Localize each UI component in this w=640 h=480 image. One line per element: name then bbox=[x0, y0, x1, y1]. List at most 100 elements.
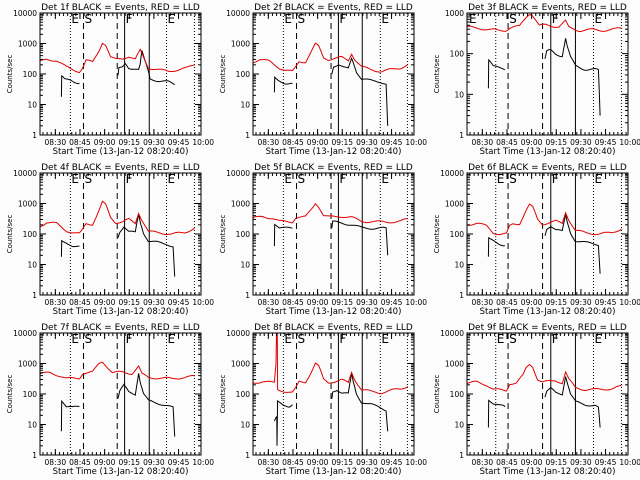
series-group bbox=[253, 42, 408, 126]
marker-label-E: E bbox=[168, 332, 176, 346]
marker-label-E: E bbox=[71, 12, 79, 26]
chart-title: Det 2f BLACK = Events, RED = LLD bbox=[254, 3, 413, 13]
x-tick-label: 09:30 bbox=[570, 138, 592, 147]
x-tick-label: 10:00 bbox=[619, 138, 640, 147]
marker-label-S: S bbox=[85, 332, 93, 346]
y-tick-label: 1000 bbox=[18, 360, 37, 369]
x-tick-label: 08:45 bbox=[496, 138, 518, 147]
y-axis-label: Counts/sec bbox=[6, 215, 14, 254]
x-tick-label: 09:45 bbox=[168, 458, 190, 467]
series-lld-line bbox=[467, 363, 622, 392]
y-tick-label: 1 bbox=[245, 291, 250, 300]
marker-label-F: F bbox=[552, 332, 559, 346]
x-tick-label: 09:15 bbox=[331, 138, 353, 147]
marker-label-E: E bbox=[469, 12, 477, 26]
x-axis-label: Start Time (13-Jan-12 08:20:40) bbox=[53, 307, 189, 317]
y-tick-label: 100 bbox=[236, 230, 251, 239]
x-tick-label: 08:45 bbox=[282, 138, 304, 147]
marker-label-E: E bbox=[168, 12, 176, 26]
series-events-line bbox=[273, 223, 293, 247]
x-tick-label: 09:30 bbox=[570, 298, 592, 307]
y-tick-label: 1 bbox=[32, 451, 37, 460]
marker-label-E: E bbox=[381, 172, 389, 186]
chart-title: Det 9f BLACK = Events, RED = LLD bbox=[468, 323, 627, 333]
marker-label-S: S bbox=[509, 172, 517, 186]
y-tick-label: 10 bbox=[454, 90, 464, 99]
x-tick-label: 09:00 bbox=[521, 298, 543, 307]
y-axis-label: Counts/sec bbox=[433, 215, 441, 254]
marker-label-E: E bbox=[595, 12, 603, 26]
x-tick-label: 10:00 bbox=[192, 138, 214, 147]
plot-frame bbox=[466, 12, 629, 136]
y-tick-label: 1000 bbox=[445, 200, 464, 209]
y-tick-label: 10 bbox=[27, 261, 37, 270]
x-tick-label: 08:45 bbox=[69, 298, 91, 307]
x-tick-label: 10:00 bbox=[405, 458, 427, 467]
marker-label-E: E bbox=[284, 12, 292, 26]
x-tick-label: 09:00 bbox=[94, 138, 116, 147]
y-tick-label: 10000 bbox=[13, 9, 37, 18]
series-events-line bbox=[544, 214, 601, 274]
series-events-line bbox=[487, 58, 506, 89]
y-tick-label: 100 bbox=[450, 390, 465, 399]
chart-title: Det 4f BLACK = Events, RED = LLD bbox=[41, 163, 200, 173]
y-tick-label: 100 bbox=[236, 70, 251, 79]
chart-title: Det 6f BLACK = Events, RED = LLD bbox=[468, 163, 627, 173]
series-lld-line bbox=[467, 203, 622, 236]
panel-det-4: Det 4f BLACK = Events, RED = LLDESFE1101… bbox=[6, 163, 214, 317]
y-axis-label: Counts/sec bbox=[219, 375, 227, 414]
marker-label-S: S bbox=[85, 172, 93, 186]
y-tick-label: 100 bbox=[450, 50, 465, 59]
x-tick-label: 08:45 bbox=[282, 458, 304, 467]
series-events-line bbox=[544, 376, 601, 428]
x-axis-label: Start Time (13-Jan-12 08:20:40) bbox=[53, 467, 189, 477]
x-tick-label: 09:45 bbox=[168, 138, 190, 147]
series-group bbox=[467, 363, 622, 428]
x-axis-label: Start Time (13-Jan-12 08:20:40) bbox=[266, 467, 402, 477]
marker-label-F: F bbox=[552, 172, 559, 186]
x-tick-label: 09:45 bbox=[595, 138, 617, 147]
x-tick-label: 09:45 bbox=[381, 138, 403, 147]
series-events-line bbox=[331, 56, 389, 126]
x-tick-label: 10:00 bbox=[405, 138, 427, 147]
y-tick-label: 1000 bbox=[18, 200, 37, 209]
chart-title: Det 7f BLACK = Events, RED = LLD bbox=[41, 323, 200, 333]
series-group bbox=[253, 332, 408, 446]
panel-det-7: Det 7f BLACK = Events, RED = LLDESFE1101… bbox=[6, 323, 214, 477]
series-events-line bbox=[544, 38, 601, 116]
y-axis-label: Counts/sec bbox=[6, 55, 14, 94]
marker-label-F: F bbox=[339, 172, 346, 186]
y-tick-label: 1 bbox=[245, 451, 250, 460]
y-tick-label: 1000 bbox=[231, 40, 250, 49]
y-tick-label: 10000 bbox=[13, 169, 37, 178]
y-tick-label: 1000 bbox=[445, 9, 464, 18]
x-tick-label: 09:00 bbox=[521, 138, 543, 147]
x-tick-label: 09:15 bbox=[118, 298, 140, 307]
y-tick-label: 10 bbox=[27, 421, 37, 430]
x-tick-label: 09:15 bbox=[331, 298, 353, 307]
x-tick-label: 09:00 bbox=[521, 458, 543, 467]
y-tick-label: 100 bbox=[450, 230, 465, 239]
marker-label-S: S bbox=[298, 332, 306, 346]
series-group bbox=[40, 200, 195, 277]
x-tick-label: 09:15 bbox=[545, 138, 567, 147]
marker-label-F: F bbox=[339, 332, 346, 346]
chart-title: Det 3f BLACK = Events, RED = LLD bbox=[468, 3, 627, 13]
marker-label-S: S bbox=[298, 172, 306, 186]
x-tick-label: 08:45 bbox=[69, 458, 91, 467]
x-tick-label: 09:00 bbox=[94, 298, 116, 307]
x-axis-label: Start Time (13-Jan-12 08:20:40) bbox=[480, 467, 616, 477]
series-events-line bbox=[60, 399, 80, 432]
x-tick-label: 08:30 bbox=[45, 458, 67, 467]
x-axis-label: Start Time (13-Jan-12 08:20:40) bbox=[480, 307, 616, 317]
y-axis-label: Counts/sec bbox=[219, 55, 227, 94]
marker-label-E: E bbox=[595, 172, 603, 186]
marker-label-E: E bbox=[284, 172, 292, 186]
x-tick-label: 08:45 bbox=[496, 298, 518, 307]
y-tick-label: 100 bbox=[23, 390, 38, 399]
y-tick-label: 1000 bbox=[231, 360, 250, 369]
y-tick-label: 1 bbox=[245, 131, 250, 140]
